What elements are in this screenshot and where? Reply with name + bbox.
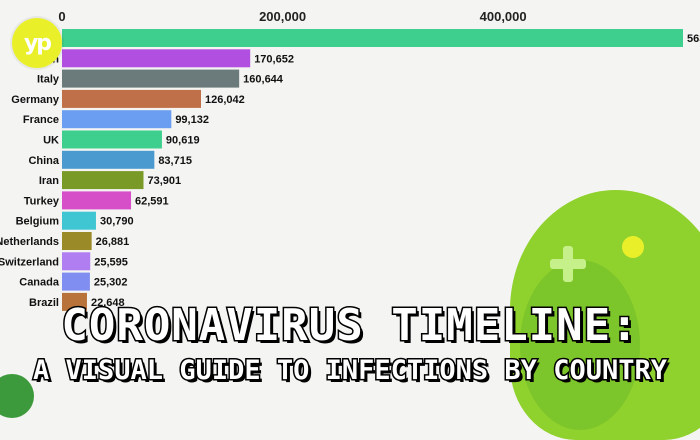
category-label: Netherlands xyxy=(0,236,59,248)
value-label: 170,652 xyxy=(254,53,294,65)
x-tick-label: 200,000 xyxy=(259,9,306,24)
category-label: Germany xyxy=(11,94,60,106)
plus-decoration-icon xyxy=(548,244,588,284)
bar xyxy=(62,49,251,68)
value-label: 22,648 xyxy=(91,297,125,309)
bar xyxy=(62,110,172,129)
category-label: Iran xyxy=(39,175,59,187)
x-tick-label: 0 xyxy=(58,9,65,24)
bar xyxy=(62,252,91,271)
value-label: 26,881 xyxy=(96,236,130,248)
bar xyxy=(62,272,90,291)
value-label: 25,302 xyxy=(94,277,128,289)
value-label: 563,103 xyxy=(687,33,700,45)
category-label: Italy xyxy=(37,74,60,86)
bar xyxy=(62,292,87,311)
bar xyxy=(62,89,202,108)
yp-logo: yp xyxy=(12,18,62,68)
bar xyxy=(62,171,144,190)
category-label: Turkey xyxy=(24,195,60,207)
category-label: Switzerland xyxy=(0,256,59,268)
value-label: 25,595 xyxy=(94,256,128,268)
category-label: Belgium xyxy=(16,216,60,228)
value-label: 83,715 xyxy=(158,155,192,167)
bar xyxy=(62,150,155,169)
value-label: 90,619 xyxy=(166,135,200,147)
x-tick-label: 400,000 xyxy=(480,9,527,24)
bars: 563,103Spain170,652Italy160,644Germany12… xyxy=(0,29,700,311)
value-label: 73,901 xyxy=(147,175,181,187)
bar xyxy=(62,211,96,230)
value-label: 126,042 xyxy=(205,94,245,106)
value-label: 62,591 xyxy=(135,195,169,207)
value-label: 160,644 xyxy=(243,74,284,86)
category-label: Brazil xyxy=(29,297,59,309)
bar xyxy=(62,29,683,47)
category-label: Canada xyxy=(19,277,60,289)
yellow-dot-decoration xyxy=(622,236,644,258)
value-label: 99,132 xyxy=(175,114,209,126)
bar xyxy=(62,130,162,149)
category-label: UK xyxy=(43,135,59,147)
bar xyxy=(62,69,240,88)
value-label: 30,790 xyxy=(100,216,134,228)
headline-subtitle: A VISUAL GUIDE TO INFECTIONS BY COUNTRY xyxy=(32,354,669,388)
x-axis-ticks: 0 200,000 400,000 xyxy=(58,9,526,24)
category-label: China xyxy=(28,155,59,167)
category-label: France xyxy=(23,114,59,126)
headline-title: CORONAVIRUS TIMELINE: xyxy=(60,299,639,353)
bar xyxy=(62,232,92,250)
bar xyxy=(62,191,132,210)
